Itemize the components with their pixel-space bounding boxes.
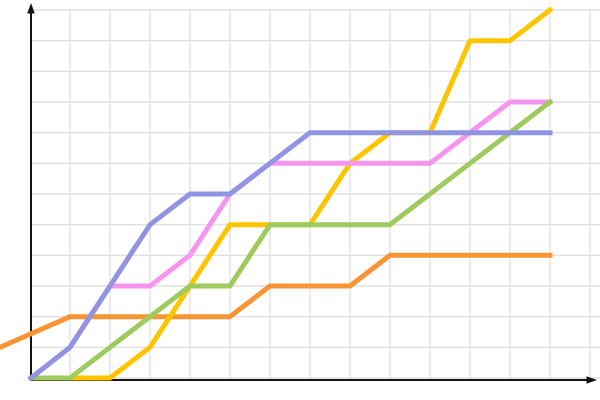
x-axis-arrow-icon [586,376,597,384]
series-line-orange [0,252,553,351]
y-axis-arrow-icon [27,3,35,14]
series-line-pink [27,99,553,382]
grid-lines [31,9,600,380]
axes [27,3,597,384]
series-line-periwinkle [27,130,553,382]
series-line-green [28,98,554,381]
